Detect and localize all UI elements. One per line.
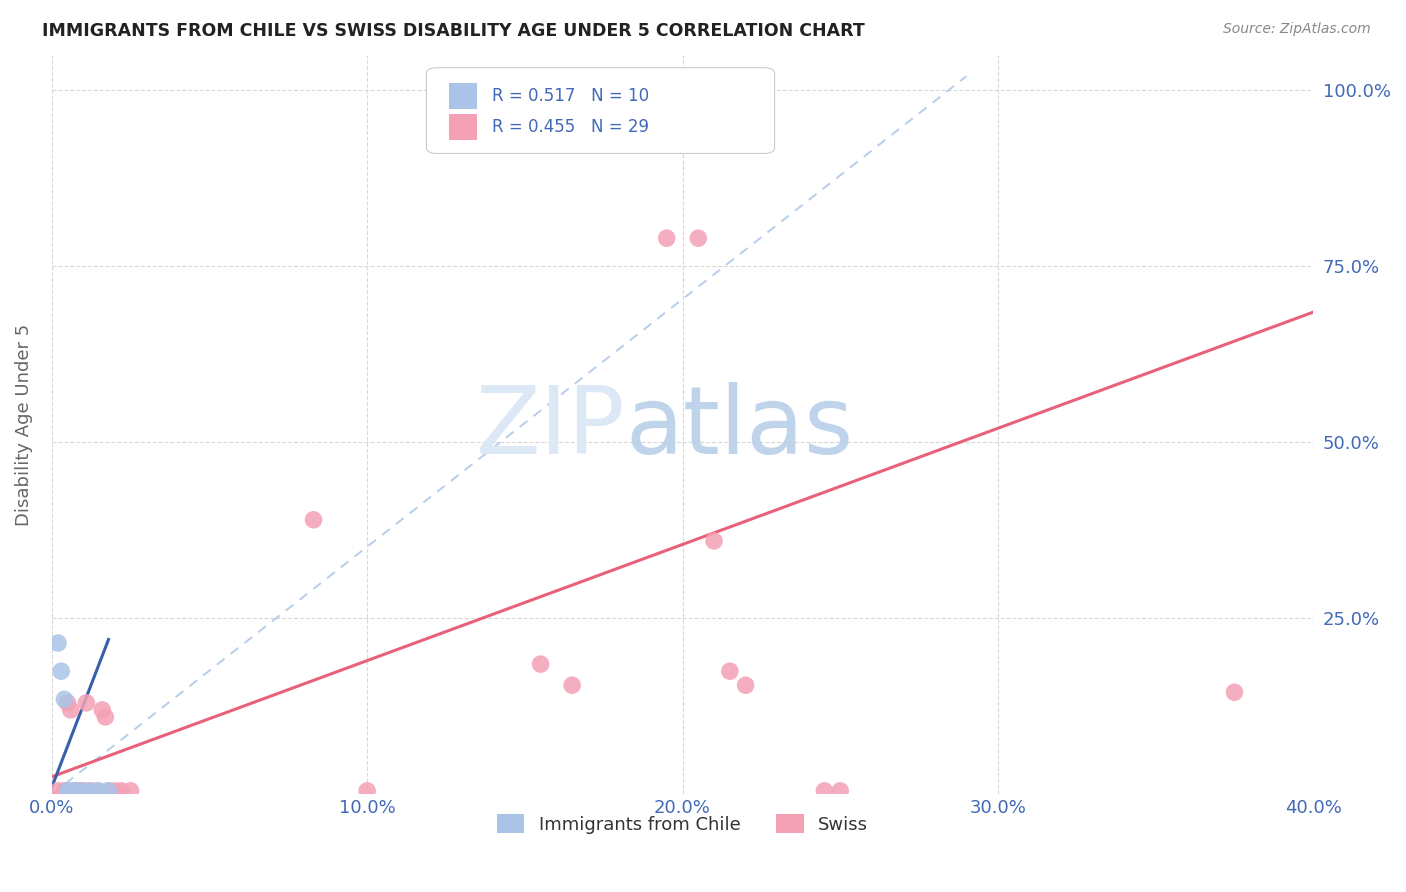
Point: [69, 784, 91, 798]
Point: [302, 513, 325, 527]
Point: [84, 784, 107, 798]
Point: [688, 231, 710, 245]
FancyBboxPatch shape: [449, 114, 477, 140]
Point: [1223, 685, 1246, 699]
Point: [59, 784, 82, 798]
Text: atlas: atlas: [626, 383, 853, 475]
Point: [718, 664, 741, 678]
Text: Source: ZipAtlas.com: Source: ZipAtlas.com: [1223, 22, 1371, 37]
Text: R = 0.455   N = 29: R = 0.455 N = 29: [492, 118, 650, 136]
Text: IMMIGRANTS FROM CHILE VS SWISS DISABILITY AGE UNDER 5 CORRELATION CHART: IMMIGRANTS FROM CHILE VS SWISS DISABILIT…: [42, 22, 865, 40]
Point: [529, 657, 551, 672]
Point: [53, 784, 76, 798]
Point: [72, 784, 94, 798]
Point: [356, 784, 378, 798]
Point: [655, 231, 678, 245]
Point: [91, 703, 114, 717]
Point: [53, 692, 76, 706]
Point: [703, 533, 725, 548]
FancyBboxPatch shape: [426, 68, 775, 153]
Point: [561, 678, 583, 692]
Point: [59, 703, 82, 717]
Point: [120, 784, 142, 798]
Point: [46, 784, 69, 798]
Point: [56, 696, 79, 710]
Point: [734, 678, 756, 692]
Point: [110, 784, 132, 798]
Point: [79, 784, 101, 798]
Y-axis label: Disability Age Under 5: Disability Age Under 5: [15, 324, 32, 526]
FancyBboxPatch shape: [449, 83, 477, 109]
Point: [56, 784, 79, 798]
Point: [66, 784, 89, 798]
Text: ZIP: ZIP: [477, 383, 626, 475]
Point: [830, 784, 852, 798]
Point: [87, 784, 110, 798]
Point: [104, 784, 127, 798]
Point: [63, 784, 86, 798]
Point: [97, 784, 120, 798]
Point: [66, 784, 89, 798]
Point: [813, 784, 835, 798]
Text: R = 0.517   N = 10: R = 0.517 N = 10: [492, 87, 650, 104]
Point: [94, 710, 117, 724]
Point: [75, 696, 97, 710]
Point: [97, 784, 120, 798]
Point: [79, 784, 101, 798]
Point: [72, 784, 94, 798]
Legend: Immigrants from Chile, Swiss: Immigrants from Chile, Swiss: [489, 807, 875, 841]
Point: [51, 664, 73, 678]
Point: [46, 636, 69, 650]
